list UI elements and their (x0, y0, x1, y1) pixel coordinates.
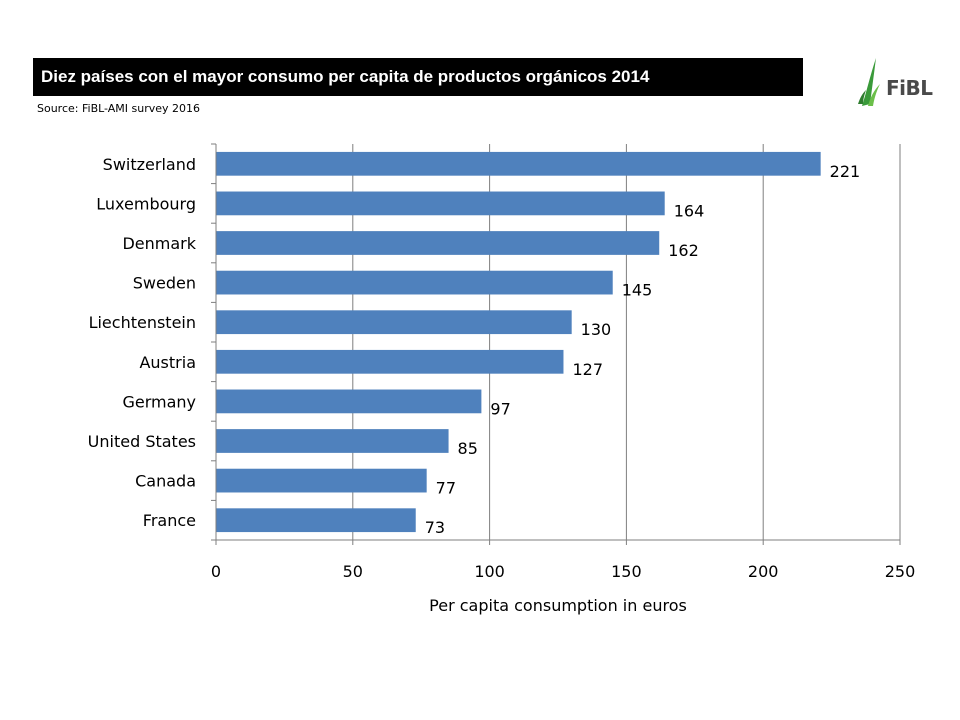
category-label: Switzerland (103, 155, 196, 174)
chart-title: Diez países con el mayor consumo per cap… (41, 67, 650, 86)
data-label: 97 (490, 399, 510, 418)
x-tick-label: 150 (611, 562, 642, 581)
bar (216, 231, 660, 255)
data-label: 164 (674, 201, 705, 220)
x-tick-label: 200 (748, 562, 779, 581)
data-label: 162 (668, 241, 699, 260)
bar (216, 191, 665, 216)
data-label: 73 (425, 518, 445, 537)
x-tick-label: 100 (474, 562, 505, 581)
data-label: 221 (830, 162, 861, 181)
bar (216, 429, 449, 453)
fibl-logo: FiBL (856, 54, 946, 114)
x-tick-label: 50 (343, 562, 363, 581)
category-label: Canada (135, 472, 196, 491)
data-label: 145 (622, 281, 653, 300)
chart-title-bar: Diez países con el mayor consumo per cap… (33, 58, 803, 96)
bar (216, 468, 427, 493)
bar (216, 310, 572, 335)
data-label: 127 (572, 360, 603, 379)
category-label: Denmark (122, 234, 196, 253)
category-label: Germany (122, 392, 196, 411)
x-tick-label: 250 (885, 562, 916, 581)
bar (216, 349, 564, 374)
bar (216, 151, 821, 176)
category-label: Luxembourg (96, 194, 196, 213)
category-label: France (143, 511, 196, 530)
x-tick-label: 0 (211, 562, 221, 581)
bar (216, 270, 613, 295)
logo-wordmark: FiBL (886, 76, 933, 100)
source-note: Source: FiBL-AMI survey 2016 (37, 102, 201, 115)
category-label: Austria (139, 353, 196, 372)
category-label: United States (88, 432, 196, 451)
fibl-leaf-icon (858, 58, 880, 106)
bar (216, 508, 416, 533)
data-label: 85 (458, 439, 478, 458)
bar (216, 389, 482, 414)
category-label: Liechtenstein (89, 313, 196, 332)
x-axis-title: Per capita consumption in euros (429, 596, 687, 615)
data-label: 130 (581, 320, 612, 339)
category-label: Sweden (133, 274, 196, 293)
data-label: 77 (436, 479, 456, 498)
